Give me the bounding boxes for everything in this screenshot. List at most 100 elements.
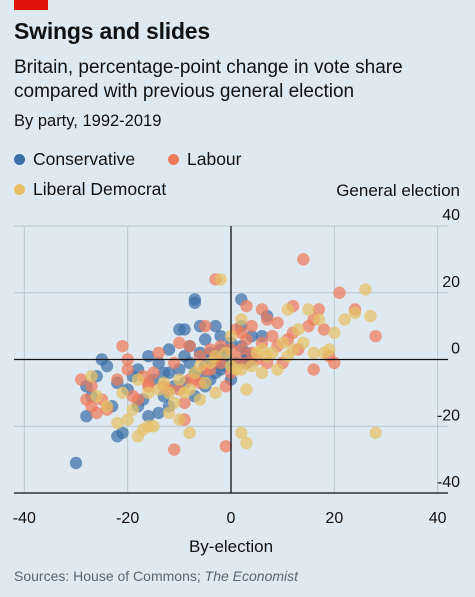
y-tick-label: -40	[437, 474, 460, 491]
data-point-liberal-democrat	[302, 303, 315, 316]
data-point-liberal-democrat	[162, 386, 176, 400]
data-point-labour	[173, 336, 186, 350]
data-point-labour	[317, 323, 331, 336]
data-point-liberal-democrat	[276, 336, 289, 350]
data-point-liberal-democrat	[364, 309, 377, 323]
y-tick-label: 20	[442, 274, 460, 291]
chart-title: Swings and slides	[14, 18, 210, 44]
data-point-labour	[167, 443, 181, 456]
data-point-liberal-democrat	[126, 403, 140, 416]
data-point-labour	[121, 363, 134, 376]
data-point-labour	[142, 376, 155, 390]
data-point-labour	[219, 440, 233, 453]
data-point-liberal-democrat	[338, 313, 351, 326]
data-point-conservative	[100, 359, 114, 373]
legend-label-conservative: Conservative	[33, 149, 136, 169]
data-point-liberal-democrat	[219, 346, 233, 360]
data-point-labour	[266, 329, 279, 343]
data-point-labour	[85, 400, 98, 413]
data-point-conservative	[209, 319, 222, 333]
data-point-conservative	[214, 329, 227, 343]
x-axis-label: By-election	[189, 537, 273, 556]
legend-item-liberal-democrat: Liberal Democrat	[14, 179, 166, 200]
data-point-liberal-democrat	[369, 426, 382, 440]
data-point-labour	[235, 343, 248, 356]
data-point-liberal-democrat	[235, 313, 248, 326]
x-tick-label: -20	[116, 510, 139, 527]
data-point-liberal-democrat	[359, 283, 372, 296]
data-point-conservative	[80, 410, 93, 423]
data-point-labour	[297, 253, 310, 266]
data-point-liberal-democrat	[90, 390, 103, 403]
data-point-liberal-democrat	[209, 386, 222, 400]
data-point-conservative	[188, 296, 202, 309]
data-point-liberal-democrat	[111, 416, 124, 430]
data-point-liberal-democrat	[121, 413, 134, 426]
data-point-labour	[260, 313, 274, 326]
data-point-liberal-democrat	[198, 376, 212, 390]
y-tick-label: 40	[442, 207, 460, 224]
data-point-liberal-democrat	[162, 406, 176, 420]
data-point-labour	[271, 316, 284, 329]
data-point-labour	[240, 299, 253, 313]
data-point-labour	[178, 396, 191, 410]
data-point-liberal-democrat	[291, 323, 305, 336]
data-point-liberal-democrat	[157, 376, 171, 390]
data-point-liberal-democrat	[131, 373, 145, 386]
data-point-labour	[245, 319, 258, 333]
x-tick-label: 0	[227, 510, 236, 527]
data-point-labour	[74, 373, 88, 386]
data-point-labour	[307, 363, 320, 376]
data-point-liberal-democrat	[142, 386, 155, 400]
data-point-conservative	[173, 323, 186, 336]
data-point-liberal-democrat	[328, 326, 341, 339]
data-point-liberal-democrat	[245, 359, 258, 373]
legend-label-labour: Labour	[187, 149, 242, 169]
data-point-labour	[255, 303, 269, 316]
x-tick-label: -40	[13, 510, 36, 527]
data-point-labour	[183, 339, 196, 353]
data-point-labour	[152, 346, 165, 360]
source-note: Sources: House of Commons; The Economist	[14, 568, 298, 584]
data-point-liberal-democrat	[240, 383, 253, 396]
data-point-liberal-democrat	[255, 366, 269, 380]
y-tick-label: -20	[437, 407, 460, 424]
y-axis-label: General election	[336, 181, 460, 200]
x-tick-label: 20	[325, 510, 343, 527]
data-point-liberal-democrat	[297, 336, 310, 350]
chart-subsubtitle: By party, 1992-2019	[14, 112, 162, 130]
data-point-liberal-democrat	[147, 420, 160, 433]
legend-label-liberal-democrat: Liberal Democrat	[33, 179, 167, 199]
y-tick-label: 0	[451, 341, 460, 358]
data-point-labour	[219, 380, 233, 393]
data-point-conservative	[198, 333, 212, 346]
data-point-labour	[147, 366, 160, 380]
data-point-liberal-democrat	[193, 359, 207, 373]
data-point-liberal-democrat	[271, 363, 284, 376]
data-point-labour	[85, 380, 98, 393]
data-point-labour	[131, 393, 145, 406]
data-point-liberal-democrat	[183, 426, 196, 440]
legend-dot-labour	[168, 154, 179, 165]
data-point-liberal-democrat	[286, 343, 300, 356]
data-point-liberal-democrat	[255, 343, 269, 356]
data-point-liberal-democrat	[322, 343, 336, 356]
data-point-conservative	[162, 343, 176, 356]
data-point-conservative	[157, 366, 171, 380]
data-point-labour	[312, 303, 326, 316]
data-point-conservative	[152, 406, 165, 420]
data-point-liberal-democrat	[100, 400, 114, 413]
data-point-labour	[240, 333, 253, 346]
source-italic: The Economist	[204, 568, 299, 584]
data-point-liberal-democrat	[173, 413, 186, 426]
data-point-liberal-democrat	[266, 346, 279, 360]
data-point-liberal-democrat	[312, 313, 326, 326]
data-point-conservative	[142, 410, 155, 423]
data-point-liberal-democrat	[240, 436, 253, 450]
data-point-labour	[167, 356, 181, 370]
data-point-labour	[116, 339, 129, 353]
legend-item-labour: Labour	[168, 149, 242, 170]
data-point-liberal-democrat	[116, 386, 129, 400]
data-point-liberal-democrat	[235, 426, 248, 440]
